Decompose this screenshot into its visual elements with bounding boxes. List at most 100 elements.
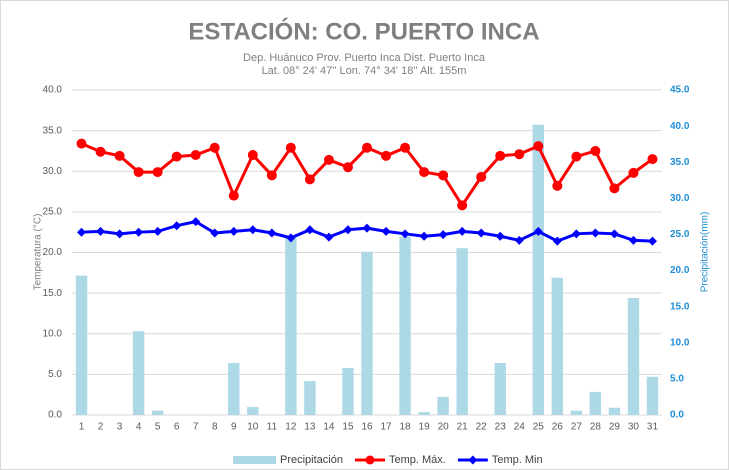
marker: [476, 171, 487, 182]
legend-marker: [365, 455, 375, 465]
bar: [608, 407, 621, 415]
bar: [399, 236, 411, 415]
marker: [115, 229, 125, 239]
y2-axis-label: Precipitación(mm): [700, 212, 711, 293]
marker: [514, 235, 524, 245]
marker: [457, 226, 467, 236]
bar: [570, 410, 583, 415]
y2-tick-label: 30.0: [670, 193, 690, 204]
chart-subtitle: Lat. 08° 24' 47'' Lon. 74° 34' 18'' Alt.…: [262, 65, 467, 77]
y2-tick-label: 40.0: [670, 121, 690, 132]
x-tick-label: 6: [174, 422, 180, 433]
marker: [133, 167, 144, 178]
marker: [419, 231, 429, 241]
bar: [132, 331, 145, 415]
bar: [342, 368, 354, 415]
x-tick-label: 10: [247, 422, 259, 433]
bar: [75, 275, 88, 415]
y-tick-label: 35.0: [43, 125, 63, 136]
y-tick-label: 15.0: [43, 288, 63, 299]
marker: [286, 233, 296, 243]
marker: [381, 226, 391, 236]
y-tick-label: 40.0: [43, 85, 63, 96]
bar: [494, 363, 506, 415]
legend-swatch: [233, 456, 276, 464]
x-tick-label: 4: [136, 422, 142, 433]
bar: [646, 376, 659, 415]
chart-subtitle: Dep. Huánuco Prov. Puerto Inca Dist. Pue…: [243, 52, 486, 64]
x-tick-label: 12: [285, 422, 297, 433]
marker: [304, 174, 315, 185]
x-tick-label: 8: [212, 422, 218, 433]
marker: [114, 150, 125, 161]
y-tick-label: 5.0: [48, 369, 62, 380]
x-tick-label: 19: [419, 422, 431, 433]
x-tick-label: 15: [342, 422, 354, 433]
marker: [533, 141, 544, 152]
marker: [134, 227, 144, 237]
marker: [153, 226, 163, 236]
bar: [151, 410, 164, 415]
x-tick-label: 31: [647, 422, 659, 433]
bar: [551, 277, 564, 415]
marker: [362, 142, 372, 153]
y-tick-label: 25.0: [43, 207, 63, 218]
marker: [628, 235, 638, 245]
marker: [323, 154, 334, 165]
x-tick-label: 3: [117, 422, 123, 433]
x-tick-label: 22: [476, 422, 488, 433]
marker: [381, 150, 392, 161]
x-tick-label: 9: [231, 422, 237, 433]
marker: [190, 150, 201, 160]
marker: [285, 142, 296, 153]
marker: [628, 167, 639, 178]
marker: [552, 180, 563, 191]
marker: [77, 227, 87, 237]
marker: [228, 190, 239, 201]
chart-title: ESTACIÓN: CO. PUERTO INCA: [188, 17, 539, 45]
marker: [609, 229, 619, 239]
marker: [171, 151, 182, 162]
legend-label: Temp. Min: [492, 454, 543, 466]
marker: [191, 217, 201, 227]
x-tick-label: 24: [514, 422, 526, 433]
y2-tick-label: 10.0: [670, 337, 690, 348]
marker: [571, 229, 581, 239]
x-tick-label: 14: [323, 422, 335, 433]
y2-tick-label: 25.0: [670, 229, 690, 240]
legend-label: Precipitación: [280, 454, 343, 466]
bar: [304, 381, 316, 415]
x-tick-label: 13: [304, 422, 316, 433]
bar: [627, 298, 640, 415]
y2-tick-label: 5.0: [670, 374, 684, 385]
bar: [456, 248, 468, 415]
y-tick-label: 10.0: [43, 328, 63, 339]
y-tick-label: 0.0: [48, 410, 62, 421]
marker: [533, 226, 543, 236]
marker: [210, 228, 220, 238]
x-tick-label: 27: [571, 422, 583, 433]
marker: [400, 142, 411, 153]
bar: [247, 407, 259, 415]
marker: [438, 230, 448, 240]
x-tick-label: 16: [361, 422, 373, 433]
y2-tick-label: 15.0: [670, 301, 690, 312]
marker: [172, 221, 182, 231]
x-tick-label: 21: [457, 422, 469, 433]
x-tick-label: 5: [155, 422, 161, 433]
marker: [152, 167, 163, 178]
marker: [229, 226, 239, 236]
marker: [95, 146, 106, 157]
marker: [476, 228, 486, 238]
y-tick-label: 20.0: [43, 247, 63, 258]
x-tick-label: 11: [267, 422, 278, 433]
marker: [552, 236, 562, 246]
bar: [589, 391, 602, 415]
marker: [590, 228, 600, 238]
y2-tick-label: 20.0: [670, 265, 690, 276]
x-tick-label: 25: [533, 422, 545, 433]
x-tick-label: 28: [590, 422, 602, 433]
bar: [228, 363, 240, 415]
x-tick-label: 20: [438, 422, 450, 433]
